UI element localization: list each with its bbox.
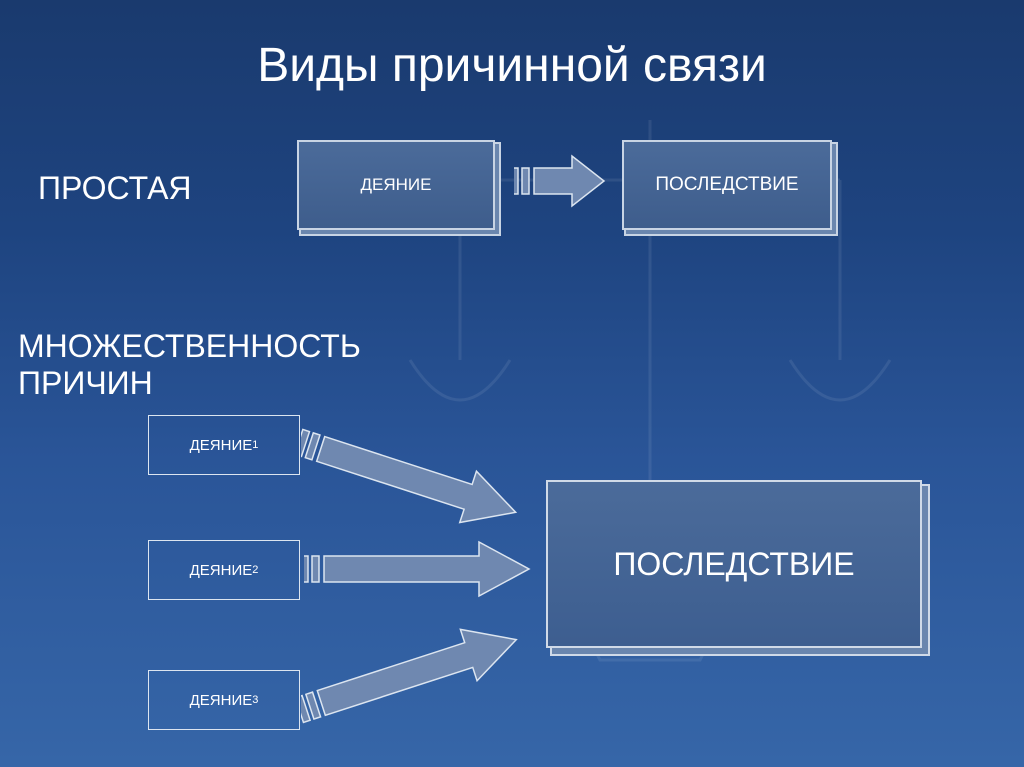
- box-consequence-big: ПОСЛЕДСТВИЕ: [546, 480, 922, 648]
- slide-title: Виды причинной связи: [0, 38, 1024, 93]
- box-act-2: ДЕЯНИЕ2: [148, 540, 300, 600]
- label-multiplicity: МНОЖЕСТВЕННОСТЬ ПРИЧИН: [18, 328, 361, 402]
- box-consequence-simple: ПОСЛЕДСТВИЕ: [622, 140, 832, 230]
- label-multiplicity-line1: МНОЖЕСТВЕННОСТЬ: [18, 328, 361, 364]
- arrow-act2: [304, 534, 554, 609]
- arrow-simple: [514, 150, 614, 212]
- box-act-1: ДЕЯНИЕ1: [148, 415, 300, 475]
- box-act-3-sub: 3: [252, 694, 258, 706]
- label-simple: ПРОСТАЯ: [38, 170, 192, 207]
- arrow-act3: [301, 602, 551, 737]
- box-act-3-text: ДЕЯНИЕ: [190, 692, 253, 709]
- box-act-simple-text: ДЕЯНИЕ: [361, 175, 432, 195]
- label-multiplicity-line2: ПРИЧИН: [18, 365, 153, 401]
- box-consequence-simple-text: ПОСЛЕДСТВИЕ: [655, 174, 798, 196]
- box-act-simple: ДЕЯНИЕ: [297, 140, 495, 230]
- box-consequence-big-text: ПОСЛЕДСТВИЕ: [613, 546, 854, 583]
- box-act-2-sub: 2: [252, 564, 258, 576]
- box-act-3: ДЕЯНИЕ3: [148, 670, 300, 730]
- box-act-1-text: ДЕЯНИЕ: [190, 437, 253, 454]
- box-act-1-sub: 1: [252, 439, 258, 451]
- box-act-2-text: ДЕЯНИЕ: [190, 562, 253, 579]
